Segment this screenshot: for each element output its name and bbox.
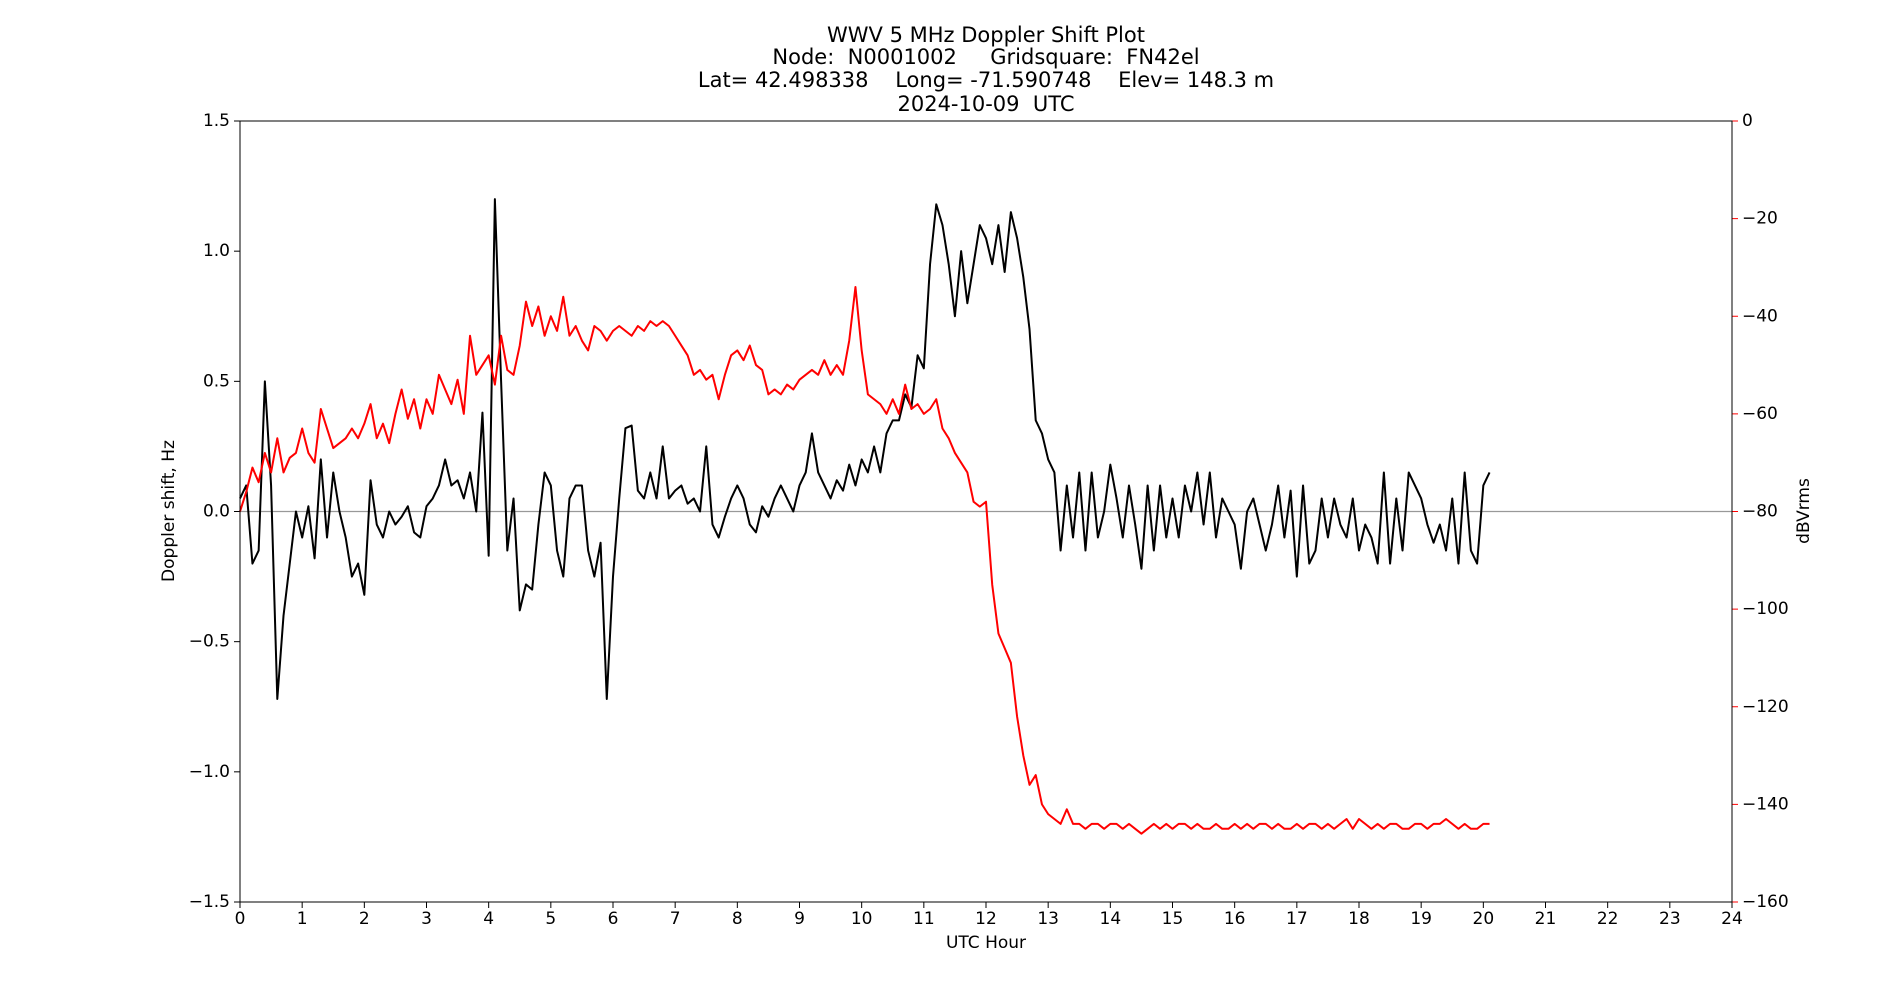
x-tick-label: 15 [1162,909,1184,929]
plot-frame [239,120,1733,903]
x-tick-label: 3 [421,909,432,929]
chart-subtitle: Lat= 42.498338 Long= -71.590748 Elev= 14… [698,68,1274,92]
chart-subtitle: 2024-10-09 UTC [897,92,1074,116]
x-tick-label: 24 [1721,909,1743,929]
y2-tick-label: −100 [1742,599,1789,619]
x-tick-label: 1 [297,909,308,929]
x-tick-label: 5 [545,909,556,929]
y2-axis-label: dBVrms [1794,478,1814,544]
y2-tick-label: −120 [1742,697,1789,717]
y2-tick-label: −20 [1742,209,1778,229]
y-tick-label: −1.5 [189,892,230,912]
x-tick-label: 20 [1473,909,1495,929]
y-axis-label: Doppler shift, Hz [159,440,179,582]
x-tick-label: 12 [975,909,997,929]
x-tick-label: 22 [1597,909,1619,929]
x-tick-label: 4 [483,909,494,929]
x-tick-label: 11 [913,909,935,929]
chart-title: WWV 5 MHz Doppler Shift Plot [827,23,1145,47]
x-tick-label: 10 [851,909,873,929]
x-tick-label: 9 [794,909,805,929]
x-tick-label: 8 [732,909,743,929]
y-tick-label: −0.5 [189,632,230,652]
x-tick-label: 7 [670,909,681,929]
y-tick-label: 1.0 [203,241,230,261]
y-tick-label: −1.0 [189,762,230,782]
x-tick-label: 21 [1535,909,1557,929]
y2-tick-label: −60 [1742,404,1778,424]
x-tick-label: 17 [1286,909,1308,929]
x-tick-label: 6 [608,909,619,929]
y2-tick-label: −80 [1742,502,1778,522]
data-line [239,285,1490,835]
x-tick-label: 19 [1410,909,1432,929]
y-tick-label: 0.0 [203,502,230,522]
y2-tick-label: −160 [1742,892,1789,912]
y2-tick-label: −140 [1742,794,1789,814]
x-tick-label: 13 [1037,909,1059,929]
x-tick-label: 0 [235,909,246,929]
x-tick-label: 2 [359,909,370,929]
x-tick-label: 18 [1348,909,1370,929]
x-tick-label: 14 [1100,909,1122,929]
y-tick-label: 1.5 [203,111,230,131]
y2-tick-label: −40 [1742,306,1778,326]
x-tick-label: 16 [1224,909,1246,929]
x-tick-label: 23 [1659,909,1681,929]
x-axis-label: UTC Hour [946,933,1026,953]
y2-tick-label: 0 [1742,111,1753,131]
data-line [239,198,1491,700]
chart-subtitle: Node: N0001002 Gridsquare: FN42el [772,45,1199,69]
y-tick-label: 0.5 [203,371,230,391]
